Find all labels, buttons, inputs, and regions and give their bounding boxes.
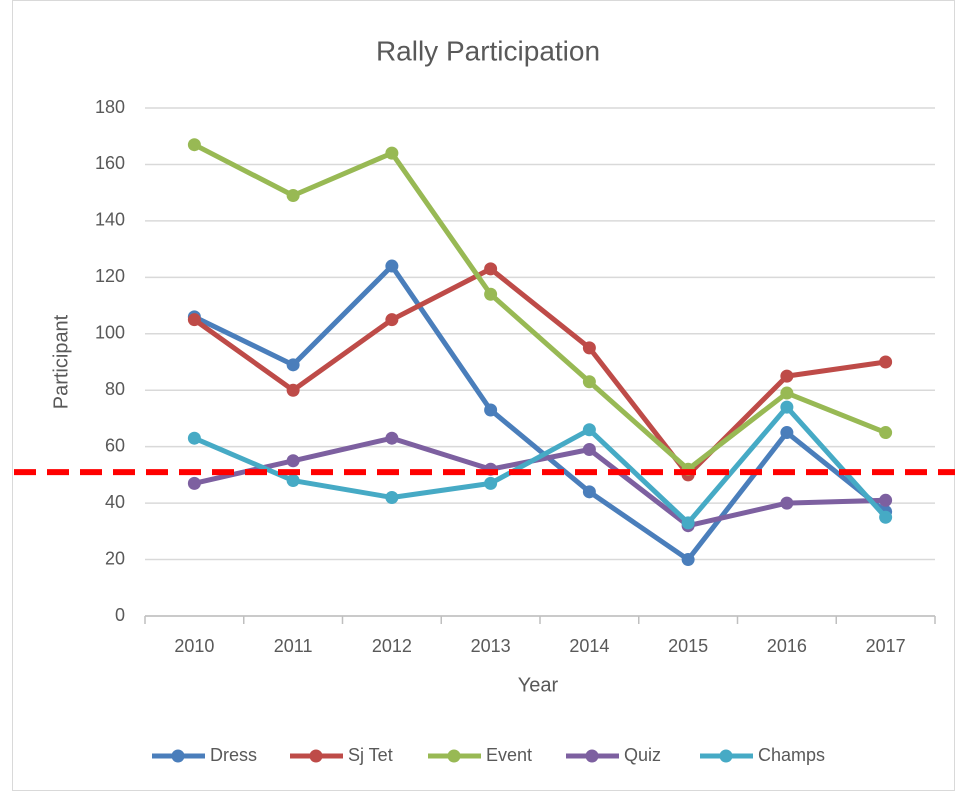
legend-label: Sj Tet <box>348 745 393 765</box>
data-point <box>582 485 596 499</box>
legend-label: Dress <box>210 745 257 765</box>
data-point <box>879 510 893 524</box>
series-line <box>193 263 888 563</box>
data-point <box>385 146 399 160</box>
data-point <box>286 454 300 468</box>
data-point <box>385 431 399 445</box>
data-point <box>780 426 794 440</box>
data-point <box>681 553 695 567</box>
y-tick-label: 40 <box>105 492 125 512</box>
data-point <box>385 259 399 273</box>
data-point <box>484 403 498 417</box>
data-point <box>187 476 201 490</box>
legend-label: Champs <box>758 745 825 765</box>
data-point <box>780 400 794 414</box>
legend-marker <box>447 749 461 763</box>
x-tick-label: 2012 <box>372 636 412 656</box>
x-tick-label: 2015 <box>668 636 708 656</box>
data-point <box>484 287 498 301</box>
y-tick-label: 60 <box>105 435 125 455</box>
data-point <box>187 313 201 327</box>
data-point <box>879 426 893 440</box>
y-axis-label: Participant <box>50 314 72 409</box>
legend-marker <box>171 749 185 763</box>
legend-label: Event <box>486 745 532 765</box>
x-tick-label: 2013 <box>471 636 511 656</box>
data-point <box>879 493 893 507</box>
series-line <box>193 142 887 472</box>
y-tick-label: 20 <box>105 548 125 568</box>
x-tick-label: 2010 <box>174 636 214 656</box>
data-point <box>780 386 794 400</box>
data-point <box>582 341 596 355</box>
data-point <box>780 369 794 383</box>
data-point <box>187 138 201 152</box>
data-point <box>286 188 300 202</box>
legend-label: Quiz <box>624 745 661 765</box>
y-tick-label: 140 <box>95 210 125 230</box>
data-point <box>780 496 794 510</box>
data-point <box>286 358 300 372</box>
legend-marker <box>309 749 323 763</box>
data-point <box>582 442 596 456</box>
y-tick-label: 100 <box>95 323 125 343</box>
x-tick-label: 2014 <box>569 636 609 656</box>
data-point <box>385 490 399 504</box>
x-tick-label: 2011 <box>274 636 313 656</box>
y-tick-label: 80 <box>105 379 125 399</box>
legend-marker <box>585 749 599 763</box>
series-line <box>192 266 886 478</box>
y-tick-label: 160 <box>95 153 125 173</box>
legend-marker <box>719 749 733 763</box>
chart-title: Rally Participation <box>376 35 600 66</box>
data-point <box>385 313 399 327</box>
data-point <box>187 431 201 445</box>
data-point <box>681 516 695 530</box>
data-point <box>582 423 596 437</box>
y-tick-label: 180 <box>95 97 125 117</box>
x-tick-label: 2017 <box>866 636 906 656</box>
data-point <box>582 375 596 389</box>
data-point <box>286 383 300 397</box>
data-point <box>286 474 300 488</box>
data-point <box>484 262 498 276</box>
y-tick-label: 120 <box>95 266 125 286</box>
series-line <box>193 404 888 526</box>
x-axis-label: Year <box>518 674 559 696</box>
data-point <box>484 476 498 490</box>
data-point <box>879 355 893 369</box>
y-tick-label: 0 <box>115 605 125 625</box>
x-tick-label: 2016 <box>767 636 807 656</box>
